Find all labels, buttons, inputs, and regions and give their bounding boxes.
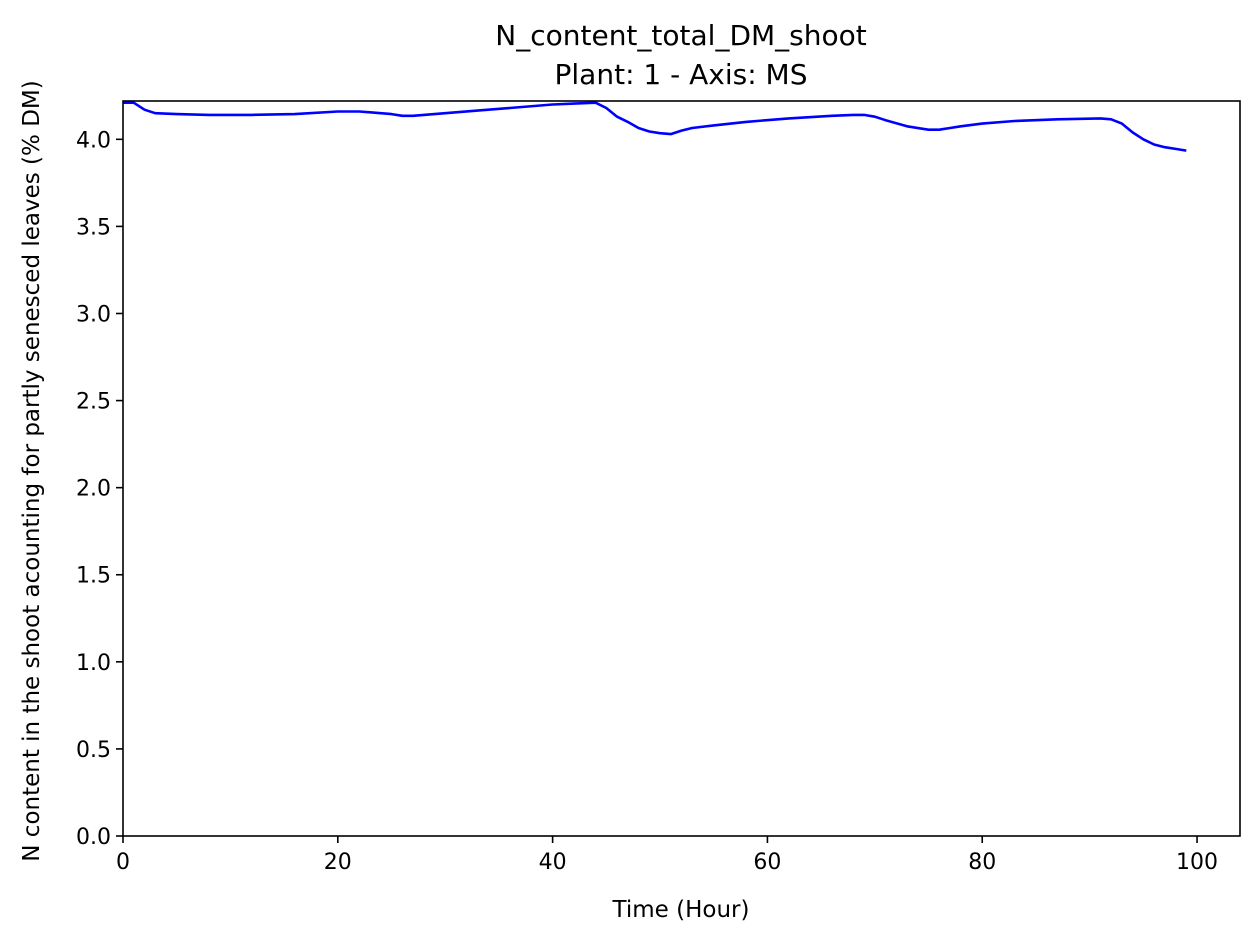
y-axis-label: N content in the shoot acounting for par… [19,80,45,861]
y-tick-label: 3.0 [76,302,111,327]
y-tick-label: 2.5 [76,390,111,415]
y-tick-label: 0.5 [76,738,111,763]
x-tick-label: 0 [116,850,130,875]
x-tick-label: 60 [753,850,781,875]
y-tick-label: 4.0 [76,128,111,153]
y-tick-label: 3.5 [76,215,111,240]
y-axis-ticks: 0.0 0.5 1.0 1.5 2.0 2.5 3.0 3.5 4.0 [76,128,123,850]
x-tick-label: 100 [1176,850,1218,875]
x-tick-label: 80 [968,850,996,875]
y-tick-label: 1.0 [76,651,111,676]
chart-subtitle: Plant: 1 - Axis: MS [555,58,808,91]
x-axis-label: Time (Hour) [612,897,750,923]
y-tick-label: 0.0 [76,825,111,850]
series-line-0 [123,101,1187,152]
y-tick-label: 2.0 [76,477,111,502]
chart-title: N_content_total_DM_shoot [495,19,866,52]
plot-area-frame [122,100,1241,837]
x-axis-ticks: 0 20 40 60 80 100 [116,836,1218,875]
y-tick-label: 1.5 [76,564,111,589]
x-tick-label: 40 [539,850,567,875]
x-tick-label: 20 [324,850,352,875]
series-layer [123,101,1187,152]
